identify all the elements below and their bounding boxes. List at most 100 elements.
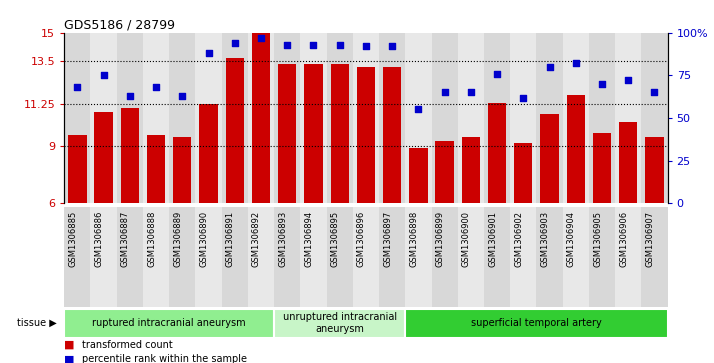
Bar	[64, 309, 274, 338]
Bar	[248, 207, 274, 307]
Bar	[91, 33, 116, 203]
Bar	[484, 33, 511, 203]
Bar	[301, 207, 326, 307]
Bar	[540, 114, 559, 203]
Point	[596, 81, 608, 87]
Text: unruptured intracranial
aneurysm: unruptured intracranial aneurysm	[283, 312, 397, 334]
Bar	[462, 137, 480, 203]
Point	[649, 90, 660, 95]
Bar	[274, 33, 301, 203]
Bar	[641, 207, 668, 307]
Text: GSM1306901: GSM1306901	[488, 211, 497, 267]
Point	[229, 40, 241, 46]
Text: GSM1306887: GSM1306887	[121, 211, 130, 267]
Bar	[274, 207, 301, 307]
Bar	[116, 33, 143, 203]
Bar	[619, 122, 638, 203]
Bar	[511, 33, 536, 203]
Bar	[357, 67, 375, 203]
Bar	[221, 33, 248, 203]
Point	[98, 72, 109, 78]
Bar	[169, 207, 196, 307]
Bar	[379, 207, 406, 307]
Point	[413, 107, 424, 113]
Bar	[94, 112, 113, 203]
Point	[570, 61, 581, 66]
Bar	[252, 17, 270, 203]
Bar	[536, 33, 563, 203]
Bar	[406, 33, 431, 203]
Bar	[278, 64, 296, 203]
Point	[491, 71, 503, 77]
Bar	[199, 104, 218, 203]
Text: tissue ▶: tissue ▶	[17, 318, 57, 328]
Text: GSM1306907: GSM1306907	[645, 211, 655, 267]
Point	[518, 95, 529, 101]
Bar	[484, 207, 511, 307]
Bar	[173, 137, 191, 203]
Bar	[431, 207, 458, 307]
Bar	[645, 137, 663, 203]
Bar	[64, 33, 91, 203]
Bar	[221, 207, 248, 307]
Bar	[488, 103, 506, 203]
Text: GDS5186 / 28799: GDS5186 / 28799	[64, 19, 175, 32]
Text: ■: ■	[64, 354, 75, 363]
Text: GSM1306886: GSM1306886	[95, 211, 104, 267]
Bar	[196, 33, 221, 203]
Text: percentile rank within the sample: percentile rank within the sample	[82, 354, 247, 363]
Text: GSM1306903: GSM1306903	[540, 211, 550, 267]
Bar	[143, 33, 169, 203]
Point	[544, 64, 555, 70]
Point	[308, 42, 319, 48]
Point	[151, 84, 162, 90]
Bar	[116, 207, 143, 307]
Bar	[593, 133, 611, 203]
Bar	[563, 207, 589, 307]
Point	[203, 50, 214, 56]
Bar	[301, 33, 326, 203]
Bar	[409, 148, 428, 203]
Bar	[121, 109, 139, 203]
Bar	[64, 207, 91, 307]
Text: GSM1306899: GSM1306899	[436, 211, 445, 267]
Text: GSM1306896: GSM1306896	[357, 211, 366, 267]
Bar	[406, 207, 431, 307]
Text: GSM1306902: GSM1306902	[514, 211, 523, 267]
Text: GSM1306905: GSM1306905	[593, 211, 602, 267]
Text: GSM1306892: GSM1306892	[252, 211, 261, 267]
Bar	[589, 33, 615, 203]
Text: transformed count: transformed count	[82, 340, 173, 350]
Bar	[353, 33, 379, 203]
Bar	[511, 207, 536, 307]
Point	[465, 90, 476, 95]
Bar	[147, 135, 165, 203]
Bar	[615, 207, 641, 307]
Text: GSM1306906: GSM1306906	[619, 211, 628, 267]
Bar	[589, 207, 615, 307]
Text: GSM1306898: GSM1306898	[409, 211, 418, 267]
Text: superficial temporal artery: superficial temporal artery	[471, 318, 602, 328]
Point	[334, 42, 346, 48]
Bar	[274, 309, 406, 338]
Bar	[567, 95, 585, 203]
Bar	[326, 207, 353, 307]
Point	[71, 84, 83, 90]
Bar	[353, 207, 379, 307]
Text: GSM1306890: GSM1306890	[199, 211, 208, 267]
Bar	[406, 309, 668, 338]
Bar	[143, 207, 169, 307]
Text: GSM1306889: GSM1306889	[174, 211, 182, 267]
Bar	[514, 143, 533, 203]
Text: GSM1306900: GSM1306900	[462, 211, 471, 267]
Bar	[196, 207, 221, 307]
Text: GSM1306888: GSM1306888	[147, 211, 156, 267]
Bar	[436, 141, 454, 203]
Point	[386, 44, 398, 49]
Text: ruptured intracranial aneurysm: ruptured intracranial aneurysm	[92, 318, 246, 328]
Point	[361, 44, 372, 49]
Text: GSM1306891: GSM1306891	[226, 211, 235, 267]
Bar	[458, 33, 484, 203]
Bar	[169, 33, 196, 203]
Text: GSM1306904: GSM1306904	[567, 211, 575, 267]
